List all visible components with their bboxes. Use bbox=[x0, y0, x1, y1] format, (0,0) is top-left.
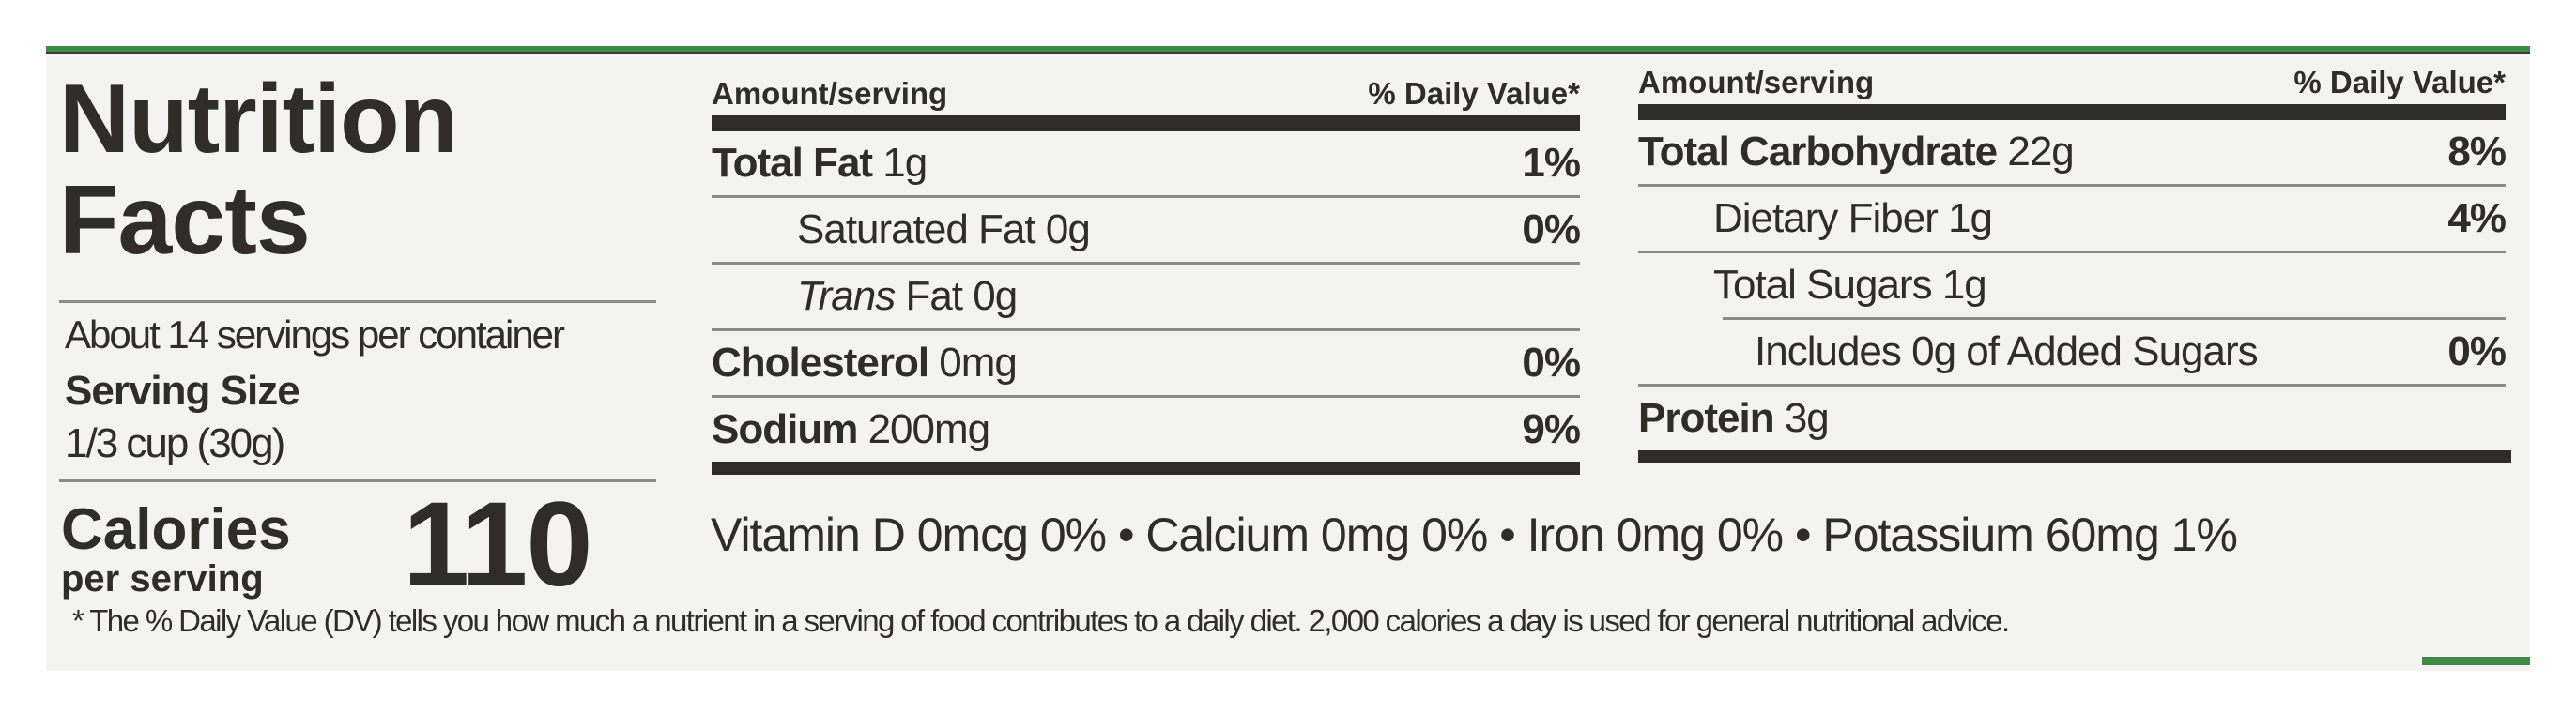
thick-divider bbox=[1638, 104, 2506, 120]
nutrient-name: Sodium bbox=[712, 406, 858, 452]
nutrient-dv: 0% bbox=[2447, 328, 2507, 374]
nutrient-label: Total Carbohydrate 22g bbox=[1638, 129, 2075, 175]
serving-size-label: Serving Size bbox=[65, 368, 300, 414]
title-line-1: Nutrition bbox=[59, 65, 458, 174]
nutrient-row-sodium: Sodium 200mg 9% bbox=[712, 398, 1581, 462]
nutrient-name: Cholesterol bbox=[712, 340, 929, 386]
nutrient-amount: 0g bbox=[973, 273, 1018, 319]
thick-divider bbox=[712, 115, 1580, 131]
nutrient-dv: 8% bbox=[2447, 129, 2507, 175]
nutrient-name: Trans bbox=[797, 273, 896, 319]
divider bbox=[59, 479, 656, 482]
nutrient-label: Cholesterol 0mg bbox=[712, 340, 1018, 387]
nutrient-name: Dietary Fiber bbox=[1713, 195, 1939, 241]
header-daily-value: % Daily Value* bbox=[2293, 65, 2506, 99]
footnote: * The % Daily Value (DV) tells you how m… bbox=[72, 603, 2010, 638]
label-title: Nutrition Facts bbox=[59, 65, 458, 275]
nutrient-name: Saturated Fat bbox=[797, 206, 1036, 252]
nutrient-label: Includes 0g of Added Sugars bbox=[1755, 328, 2259, 375]
nutrient-dv: 4% bbox=[2447, 195, 2507, 241]
nutrient-row-saturated-fat: Saturated Fat 0g 0% bbox=[712, 198, 1581, 265]
nutrient-name: Total Fat bbox=[712, 140, 873, 186]
vitamins-minerals: Vitamin D 0mcg 0% • Calcium 0mg 0% • Iro… bbox=[711, 509, 2238, 561]
thick-divider bbox=[1638, 450, 2511, 463]
table-header: Amount/serving % Daily Value* bbox=[1638, 59, 2506, 100]
nutrient-label: Saturated Fat 0g bbox=[797, 206, 1091, 253]
nutrient-amount: 0g bbox=[1045, 206, 1091, 252]
serving-size-value: 1/3 cup (30g) bbox=[65, 420, 285, 466]
nutrient-amount: 1g bbox=[1941, 262, 1987, 308]
package-edge bbox=[2422, 657, 2530, 665]
nutrient-name: Includes 0g of Added Sugars bbox=[1755, 328, 2259, 374]
thick-divider bbox=[712, 462, 1580, 475]
nutrient-dv: 1% bbox=[1522, 140, 1581, 186]
table-header: Amount/serving % Daily Value* bbox=[712, 70, 1580, 112]
header-daily-value: % Daily Value* bbox=[1368, 76, 1580, 111]
nutrient-table-right: Amount/serving % Daily Value* Total Carb… bbox=[1638, 59, 2511, 463]
nutrient-row-cholesterol: Cholesterol 0mg 0% bbox=[712, 331, 1581, 398]
serving-size: Serving Size 1/3 cup (30g) bbox=[65, 365, 300, 470]
nutrient-dv: 9% bbox=[1522, 406, 1581, 452]
nutrient-label: Total Sugars 1g bbox=[1713, 262, 1987, 309]
nutrition-facts-label: Nutrition Facts About 14 servings per co… bbox=[46, 46, 2530, 671]
calories: Calories per serving bbox=[61, 497, 291, 600]
nutrient-amount: 200mg bbox=[867, 406, 991, 452]
nutrient-label: Dietary Fiber 1g bbox=[1713, 195, 1993, 242]
nutrient-amount: 3g bbox=[1784, 395, 1830, 441]
nutrient-dv: 0% bbox=[1522, 206, 1581, 252]
nutrient-label: Total Fat 1g bbox=[712, 140, 928, 187]
nutrient-name: Protein bbox=[1638, 395, 1775, 441]
nutrient-row-total-fat: Total Fat 1g 1% bbox=[712, 131, 1581, 198]
nutrient-name-rest: Fat bbox=[905, 273, 963, 319]
nutrient-amount: 0mg bbox=[939, 340, 1018, 386]
nutrient-row-added-sugars: Includes 0g of Added Sugars 0% bbox=[1638, 320, 2507, 387]
nutrient-amount: 1g bbox=[1948, 195, 1993, 241]
nutrient-row-trans-fat: Trans Fat 0g bbox=[712, 265, 1580, 331]
nutrient-row-total-sugars: Total Sugars 1g bbox=[1713, 253, 2506, 320]
calories-sub: per serving bbox=[61, 558, 264, 600]
servings-per-container: About 14 servings per container bbox=[65, 312, 565, 357]
divider bbox=[59, 300, 656, 303]
title-line-2: Facts bbox=[59, 166, 311, 275]
nutrient-label: Protein 3g bbox=[1638, 395, 1830, 442]
nutrient-amount: 22g bbox=[2007, 129, 2074, 175]
calories-value: 110 bbox=[403, 478, 592, 612]
nutrient-row-protein: Protein 3g bbox=[1638, 387, 2506, 450]
nutrient-row-dietary-fiber: Dietary Fiber 1g 4% bbox=[1638, 187, 2507, 253]
nutrient-dv: 0% bbox=[1522, 340, 1581, 386]
nutrient-row-total-carbohydrate: Total Carbohydrate 22g 8% bbox=[1638, 120, 2507, 187]
header-amount: Amount/serving bbox=[712, 76, 948, 111]
nutrient-name: Total Sugars bbox=[1713, 262, 1933, 308]
nutrient-name: Total Carbohydrate bbox=[1638, 129, 1998, 175]
header-amount: Amount/serving bbox=[1638, 65, 1875, 99]
calories-label: Calories bbox=[61, 497, 291, 562]
nutrient-amount: 1g bbox=[882, 140, 928, 186]
nutrient-label: Sodium 200mg bbox=[712, 406, 991, 453]
nutrient-label: Trans Fat 0g bbox=[797, 273, 1018, 320]
nutrient-table-left: Amount/serving % Daily Value* Total Fat … bbox=[712, 70, 1581, 475]
